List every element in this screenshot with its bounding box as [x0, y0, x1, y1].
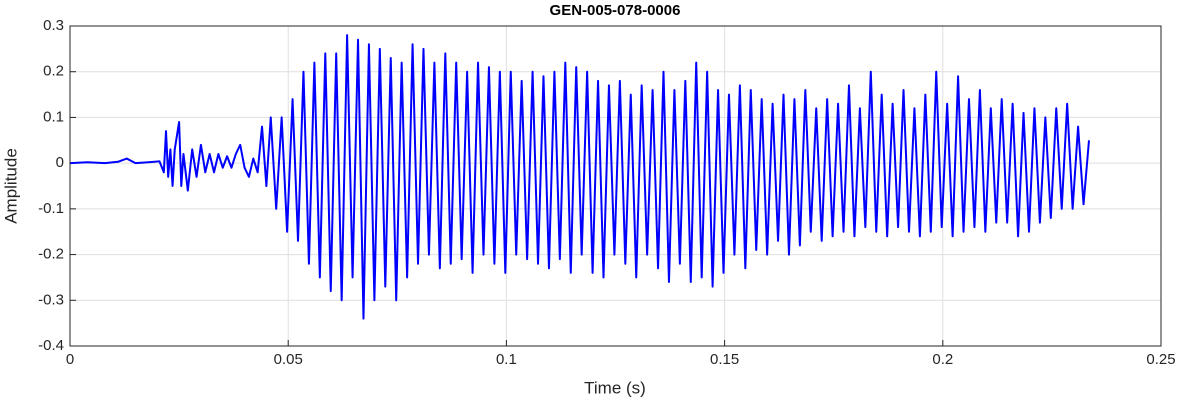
- axes-box: [69, 25, 1162, 347]
- x-tick-label: 0.2: [932, 351, 953, 368]
- y-tick-label: -0.2: [38, 246, 64, 263]
- x-tick-label: 0.25: [1146, 351, 1175, 368]
- x-tick-label: 0.05: [274, 351, 303, 368]
- y-tick-label: -0.1: [38, 200, 64, 217]
- x-tick-label: 0: [66, 351, 74, 368]
- x-tick-label: 0.1: [496, 351, 517, 368]
- x-tick-label: 0.15: [710, 351, 739, 368]
- x-axis-label: Time (s): [584, 378, 646, 397]
- y-tick-label: -0.3: [38, 291, 64, 308]
- chart-title: GEN-005-078-0006: [550, 2, 681, 19]
- plot-area: [70, 26, 1161, 346]
- y-tick-label: 0.2: [43, 63, 64, 80]
- y-tick-label: 0.1: [43, 108, 64, 125]
- y-tick-label: 0.3: [43, 17, 64, 34]
- y-tick-label: 0: [56, 154, 64, 171]
- y-axis-label: Amplitude: [1, 148, 20, 224]
- waveform-line: [69, 34, 1090, 320]
- y-tick-label: -0.4: [38, 337, 64, 354]
